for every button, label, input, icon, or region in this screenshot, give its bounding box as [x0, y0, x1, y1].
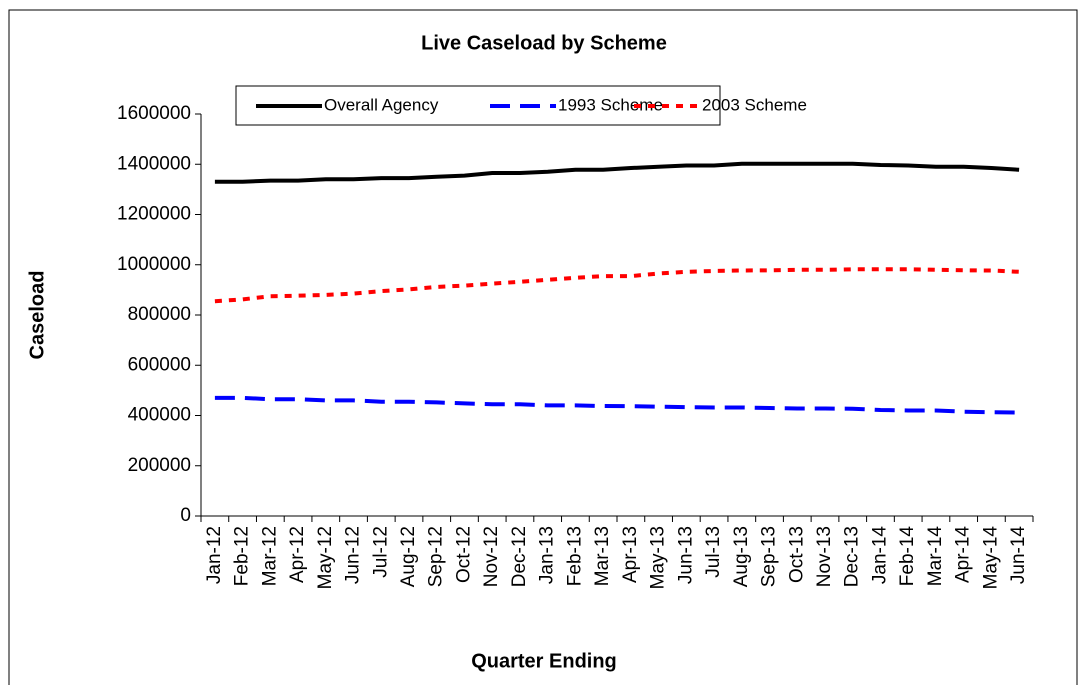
x-tick-label: Jan-14: [869, 526, 890, 585]
x-tick-label: Jun-13: [675, 526, 696, 584]
y-tick-label: 600000: [128, 354, 191, 375]
x-tick-label: Feb-12: [232, 526, 253, 586]
x-tick-label: Dec-12: [509, 526, 530, 587]
x-tick-label: Aug-13: [731, 526, 752, 587]
x-tick-label: Nov-13: [814, 526, 835, 587]
x-tick-label: Oct-13: [786, 526, 807, 583]
legend-label: Overall Agency: [324, 95, 439, 114]
x-tick-label: Dec-13: [842, 526, 863, 587]
x-tick-label: May-12: [315, 526, 336, 589]
y-tick-label: 1600000: [117, 103, 191, 124]
y-tick-label: 800000: [128, 304, 191, 325]
x-tick-label: Jan-12: [204, 526, 225, 584]
x-tick-label: Nov-12: [481, 526, 502, 587]
series-line: [214, 395, 1020, 415]
x-tick-label: Mar-12: [259, 526, 280, 586]
legend-label: 2003 Scheme: [702, 95, 807, 114]
y-axis-label: Caseload: [26, 271, 48, 360]
x-axis-label: Quarter Ending: [471, 650, 617, 672]
x-tick-label: May-14: [980, 526, 1001, 590]
x-tick-label: Aug-12: [398, 526, 419, 587]
x-tick-label: Apr-12: [287, 526, 308, 583]
x-tick-label: Jun-12: [343, 526, 364, 584]
x-tick-label: Jan-13: [537, 526, 558, 584]
x-tick-label: Jun-14: [1008, 526, 1029, 585]
y-tick-label: 1200000: [117, 204, 191, 225]
x-tick-label: Mar-14: [925, 526, 946, 587]
x-tick-label: May-13: [648, 526, 669, 589]
x-tick-label: Oct-12: [453, 526, 474, 583]
x-tick-label: Sep-13: [759, 526, 780, 587]
x-tick-label: Mar-13: [592, 526, 613, 586]
y-tick-label: 1400000: [117, 153, 191, 174]
x-tick-label: Jul-12: [370, 526, 391, 578]
y-tick-label: 200000: [128, 455, 191, 476]
x-tick-label: Apr-14: [953, 526, 974, 583]
y-tick-label: 400000: [128, 405, 191, 426]
y-tick-label: 1000000: [117, 254, 191, 275]
series-line: [214, 161, 1020, 184]
x-tick-label: Feb-13: [564, 526, 585, 586]
x-tick-label: Apr-13: [620, 526, 641, 583]
x-tick-label: Sep-12: [426, 526, 447, 587]
legend-label: 1993 Scheme: [558, 95, 663, 114]
y-tick-label: 0: [180, 505, 191, 526]
chart-title: Live Caseload by Scheme: [421, 32, 667, 54]
x-tick-label: Jul-13: [703, 526, 724, 578]
x-tick-label: Feb-14: [897, 526, 918, 587]
